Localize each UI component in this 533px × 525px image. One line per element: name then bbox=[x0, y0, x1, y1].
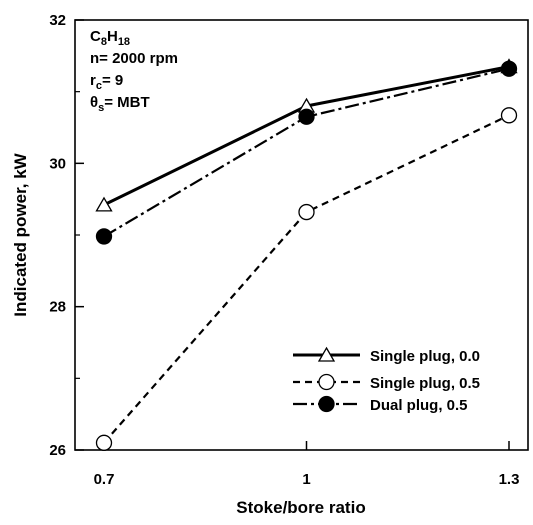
annotation-timing: θs= MBT bbox=[90, 94, 150, 114]
x-tick-label: 1 bbox=[302, 471, 310, 488]
annotation-fuel: C8H18 bbox=[90, 28, 130, 48]
series-line-1 bbox=[103, 114, 510, 444]
series-2-point-2 bbox=[500, 60, 518, 77]
x-tick-label: 0.7 bbox=[94, 471, 115, 488]
y-tick-label: 28 bbox=[49, 299, 66, 316]
series-1-point-1 bbox=[298, 203, 315, 221]
series-2-point-1 bbox=[298, 108, 315, 125]
legend-marker-open-circle-icon bbox=[318, 373, 335, 391]
legend-label-dual-plug-0-5: Dual plug, 0.5 bbox=[370, 397, 468, 414]
legend-item-single-plug-0-5: Single plug, 0.5 bbox=[293, 373, 480, 392]
series-1-point-0 bbox=[95, 434, 113, 451]
y-tick-label: 30 bbox=[49, 155, 66, 172]
legend-label-single-plug-0-0: Single plug, 0.0 bbox=[370, 348, 480, 365]
legend-label-single-plug-0-5: Single plug, 0.5 bbox=[370, 375, 480, 392]
series-line-0 bbox=[103, 65, 510, 207]
annotation-compression: rc= 9 bbox=[90, 72, 123, 92]
series-2-point-0 bbox=[95, 228, 113, 245]
legend-marker-filled-circle-icon bbox=[318, 395, 335, 413]
series-1-point-2 bbox=[500, 107, 518, 124]
annotation-speed: n= 2000 rpm bbox=[90, 50, 178, 67]
x-axis-title: Stoke/bore ratio bbox=[236, 498, 365, 517]
series-0-point-0 bbox=[95, 196, 113, 212]
axis-ticks: 26 28 30 32 0.7 1 1.3 bbox=[49, 12, 519, 488]
y-tick-label: 32 bbox=[49, 12, 66, 29]
legend-item-dual-plug-0-5: Dual plug, 0.5 bbox=[293, 395, 468, 414]
y-tick-label: 26 bbox=[49, 442, 66, 459]
legend-marker-triangle-icon bbox=[317, 346, 336, 362]
series-layer bbox=[95, 58, 518, 451]
x-tick-label: 1.3 bbox=[499, 471, 520, 488]
y-axis-title: Indicated power, kW bbox=[11, 152, 30, 316]
legend: Single plug, 0.0 Single plug, 0.5 Dual p… bbox=[293, 346, 480, 414]
conditions-annotation: C8H18 n= 2000 rpm rc= 9 θs= MBT bbox=[90, 28, 178, 114]
legend-item-single-plug-0-0: Single plug, 0.0 bbox=[293, 346, 480, 365]
